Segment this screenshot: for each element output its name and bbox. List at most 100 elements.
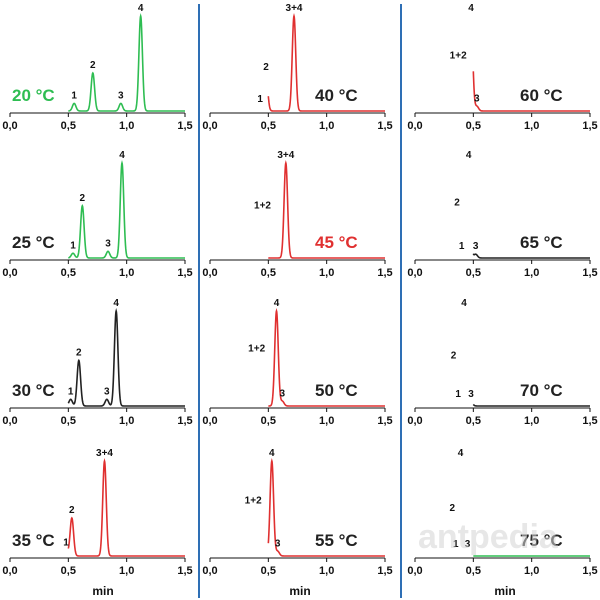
peak-label: 1+2 [254,200,271,211]
chromatogram-trace [268,307,385,407]
chromatogram-trace [268,160,385,259]
peak-label: 4 [468,3,474,14]
temperature-label: 30 °C [12,381,55,400]
x-tick-label: 1,5 [177,415,192,427]
peak-label: 2 [454,198,460,209]
x-tick-label: 0,0 [407,267,422,279]
peak-label: 1 [63,537,69,548]
peak-label: 1+2 [450,51,467,62]
peak-label: 3 [275,538,281,549]
x-tick-label: 0,0 [2,120,17,132]
x-axis-title-col2: min [289,584,310,598]
peak-label: 1 [70,240,76,251]
chromatogram-trace [472,71,590,112]
chart-panel: 0,0 0,5 1,0 1,5 1 2 3 4 20 °C [2,3,192,132]
peak-label: 2 [69,505,75,516]
x-tick-label: 0,5 [466,565,481,577]
peak-label: 3 [118,90,124,101]
x-tick-label: 1,0 [119,267,134,279]
chart-panel: 0,0 0,5 1,0 1,5 1 2 3 4 25 °C [2,150,192,279]
panels-group: 0,0 0,5 1,0 1,5 1 2 3 4 20 °C 0,0 0,5 1,0 1,5 1 2 3 4 25 … [2,3,597,577]
peak-label: 3 [280,388,286,399]
peak-label: 3+4 [286,3,303,14]
x-tick-label: 0,5 [61,565,76,577]
chromatogram-trace [267,12,385,112]
x-tick-label: 1,5 [377,120,392,132]
x-tick-label: 0,5 [61,267,76,279]
peak-label: 4 [458,448,464,459]
x-tick-label: 1,5 [377,415,392,427]
x-tick-label: 0,5 [261,120,276,132]
x-tick-label: 0,0 [202,565,217,577]
peak-label: 2 [451,350,457,361]
peak-label: 4 [119,150,125,161]
x-tick-label: 0,0 [407,415,422,427]
peak-label: 1+2 [248,344,265,355]
peak-label: 3 [474,93,480,104]
chart-panel: 0,0 0,5 1,0 1,5 2 1 4 3 70 °C [407,298,597,427]
peak-label: 2 [263,62,269,73]
peak-label: 4 [138,3,144,14]
x-tick-label: 0,0 [202,120,217,132]
x-tick-label: 1,0 [524,267,539,279]
peak-label: 1 [257,94,263,105]
x-tick-label: 0,0 [202,415,217,427]
peak-label: 3 [104,386,110,397]
chart-panel: 0,0 0,5 1,0 1,5 1 2 3+4 35 °C [2,448,192,577]
x-tick-label: 0,5 [466,267,481,279]
x-tick-label: 0,0 [2,565,17,577]
temperature-label: 40 °C [315,86,358,105]
peak-label: 2 [90,60,96,71]
chromatogram-trace [472,403,590,407]
peak-label: 2 [76,347,82,358]
x-tick-label: 1,0 [319,415,334,427]
x-tick-label: 0,0 [202,267,217,279]
peak-label: 1 [455,389,461,400]
chromatogram-trace [67,457,185,557]
x-tick-label: 0,5 [466,415,481,427]
x-tick-label: 1,0 [524,120,539,132]
x-tick-label: 1,5 [582,120,597,132]
peak-label: 1 [453,539,459,550]
x-tick-label: 1,0 [319,267,334,279]
x-tick-label: 1,5 [177,120,192,132]
x-axis-title-col3: min [494,584,515,598]
peak-label: 2 [450,503,456,514]
chart-panel: 0,0 0,5 1,0 1,5 1+2 3+4 45 °C [202,150,392,279]
peak-label: 3 [465,539,471,550]
peak-label: 3+4 [96,448,113,459]
x-tick-label: 1,0 [319,120,334,132]
x-tick-label: 1,5 [582,267,597,279]
x-tick-label: 0,0 [2,415,17,427]
x-tick-label: 0,5 [61,415,76,427]
chart-panel: 0,0 0,5 1,0 1,5 2 1 4 3 75 °C [407,448,597,577]
chart-panel: 0,0 0,5 1,0 1,5 1+2 4 3 60 °C [407,3,597,132]
chromatogram-trace [67,308,185,407]
peak-label: 4 [274,298,280,309]
x-tick-label: 0,0 [2,267,17,279]
temperature-label: 50 °C [315,381,358,400]
x-tick-label: 0,0 [407,565,422,577]
x-tick-label: 0,5 [466,120,481,132]
x-tick-label: 0,0 [407,120,422,132]
temperature-label: 75 °C [520,531,563,550]
peak-label: 3+4 [277,150,294,161]
x-tick-label: 1,5 [177,267,192,279]
x-tick-label: 1,5 [582,415,597,427]
x-tick-label: 0,5 [261,267,276,279]
chart-panel: 0,0 0,5 1,0 1,5 1 2 3 4 30 °C [2,298,192,427]
temperature-label: 60 °C [520,86,563,105]
peak-label: 1 [71,90,77,101]
peak-label: 4 [269,448,275,459]
x-tick-label: 1,0 [119,565,134,577]
chart-panel: 0,0 0,5 1,0 1,5 1 2 3+4 40 °C [202,3,392,132]
peak-label: 2 [80,193,86,204]
peak-label: 1 [459,241,465,252]
temperature-label: 35 °C [12,531,55,550]
x-tick-label: 1,5 [177,565,192,577]
peak-label: 3 [473,241,479,252]
x-tick-label: 1,0 [524,565,539,577]
temperature-label: 20 °C [12,86,55,105]
temperature-label: 55 °C [315,531,358,550]
